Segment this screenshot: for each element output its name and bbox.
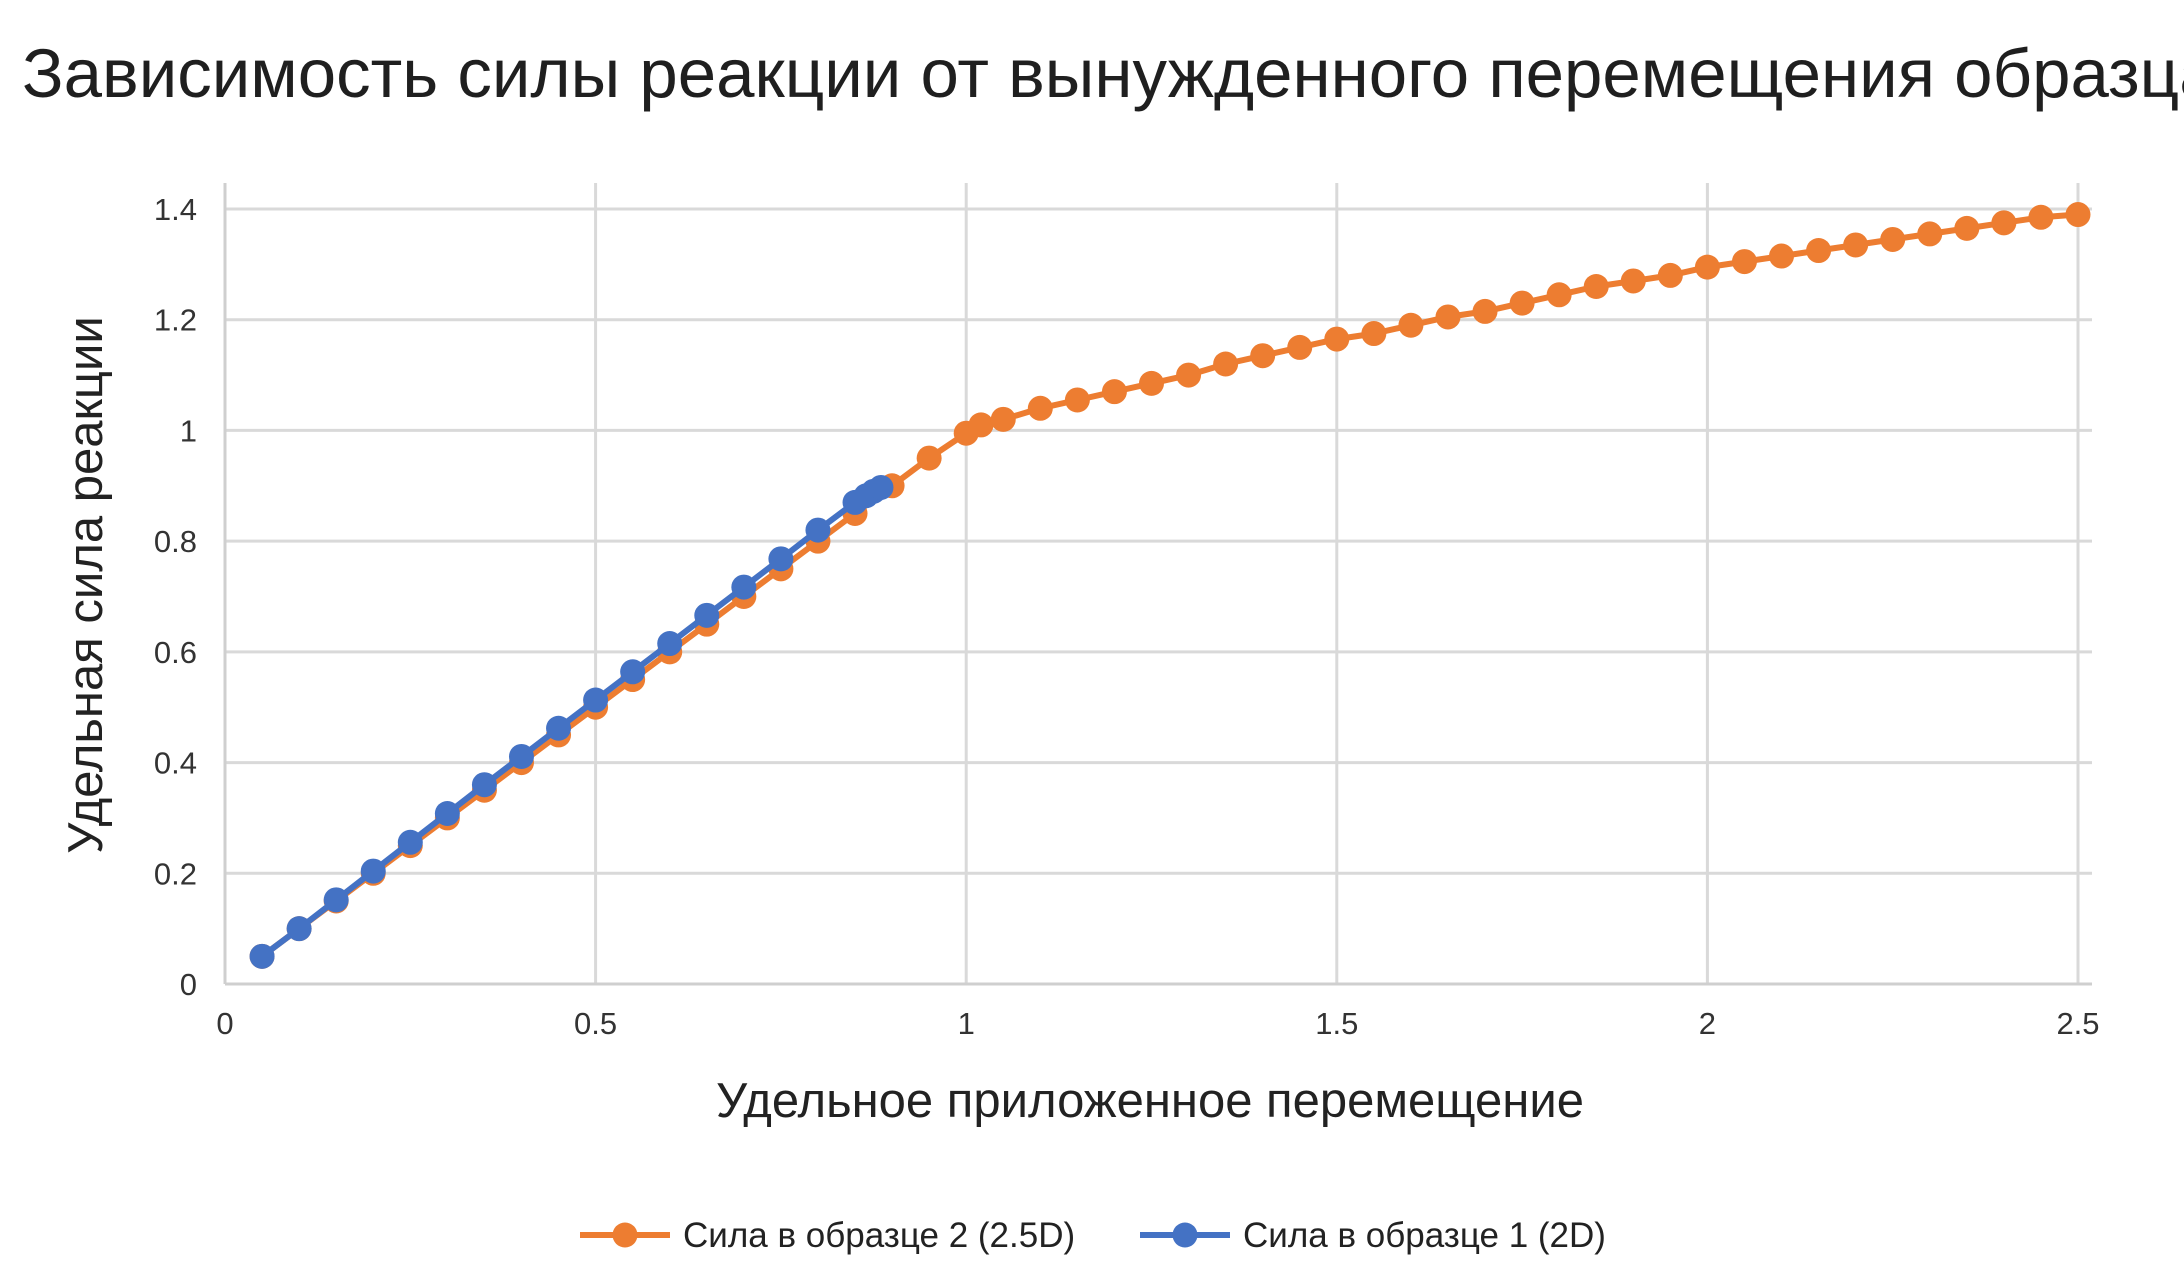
data-point bbox=[1398, 312, 1424, 338]
y-tick-label: 0.4 bbox=[154, 746, 197, 781]
legend-item: Сила в образце 1 (2D) bbox=[1140, 1216, 1606, 1255]
series-1 bbox=[249, 202, 2091, 969]
x-axis-title: Удельное приложенное перемещение bbox=[716, 1074, 1584, 1128]
data-point bbox=[990, 406, 1016, 432]
data-point bbox=[1843, 232, 1869, 258]
data-point bbox=[1694, 254, 1720, 280]
data-point bbox=[1176, 362, 1202, 388]
data-point bbox=[1546, 282, 1572, 308]
legend-label: Сила в образце 2 (2.5D) bbox=[683, 1216, 1075, 1255]
data-point bbox=[1027, 395, 1053, 421]
data-point bbox=[868, 474, 894, 500]
data-point bbox=[768, 546, 794, 572]
data-point bbox=[694, 602, 720, 628]
data-point bbox=[1139, 370, 1164, 396]
data-point bbox=[731, 574, 757, 600]
data-point bbox=[397, 829, 423, 855]
x-tick-label: 2.5 bbox=[2056, 1006, 2099, 1041]
legend-label: Сила в образце 1 (2D) bbox=[1243, 1216, 1606, 1255]
data-point bbox=[1657, 262, 1683, 288]
data-point bbox=[805, 517, 831, 543]
data-point bbox=[583, 687, 609, 713]
data-point bbox=[323, 887, 349, 913]
data-point bbox=[1731, 249, 1757, 275]
chart-title: Зависимость силы реакции от вынужденного… bbox=[22, 35, 2184, 112]
data-point bbox=[434, 801, 460, 826]
tick-labels: 0 0.2 0.4 0.6 0.8 1 1.2 1.4 0 0.5 1 1.5 2 2.5 bbox=[154, 192, 2100, 1041]
data-point bbox=[249, 943, 275, 969]
y-tick-label: 0.8 bbox=[154, 524, 197, 559]
data-point bbox=[1620, 268, 1646, 294]
data-point bbox=[508, 743, 534, 769]
data-point bbox=[1361, 321, 1387, 347]
grid bbox=[225, 183, 2092, 984]
y-axis-title: Удельная сила реакции bbox=[59, 316, 113, 853]
legend-swatch-marker bbox=[612, 1222, 638, 1248]
data-point bbox=[1324, 326, 1350, 352]
x-tick-label: 0.5 bbox=[574, 1006, 617, 1041]
y-tick-label: 1.4 bbox=[154, 192, 197, 227]
data-point bbox=[2065, 202, 2091, 228]
data-point bbox=[1101, 379, 1127, 405]
data-point bbox=[360, 858, 386, 884]
x-tick-label: 0 bbox=[216, 1006, 233, 1041]
x-tick-label: 1 bbox=[958, 1006, 975, 1041]
series-layer bbox=[249, 202, 2091, 969]
data-point bbox=[2028, 204, 2054, 230]
data-point bbox=[1435, 304, 1461, 330]
data-point bbox=[1213, 351, 1239, 377]
y-tick-label: 0.2 bbox=[154, 856, 197, 891]
data-point bbox=[1287, 334, 1313, 360]
data-point bbox=[1472, 298, 1498, 324]
legend: Сила в образце 2 (2.5D) Сила в образце 1 … bbox=[580, 1216, 1606, 1255]
y-tick-label: 0 bbox=[180, 967, 197, 1002]
y-tick-label: 1.2 bbox=[154, 303, 197, 338]
data-point bbox=[1954, 215, 1980, 241]
data-point bbox=[1769, 243, 1795, 269]
x-tick-label: 2 bbox=[1699, 1006, 1716, 1041]
data-point bbox=[620, 659, 646, 685]
axes bbox=[223, 183, 2092, 986]
data-point bbox=[657, 631, 683, 657]
data-point bbox=[916, 445, 942, 471]
data-point bbox=[1509, 290, 1535, 316]
data-point bbox=[968, 412, 994, 438]
y-tick-label: 0.6 bbox=[154, 635, 197, 670]
data-point bbox=[286, 916, 312, 942]
series-2 bbox=[249, 474, 894, 969]
data-point bbox=[1880, 226, 1906, 252]
x-tick-label: 1.5 bbox=[1315, 1006, 1358, 1041]
data-point bbox=[1991, 210, 2017, 236]
data-point bbox=[1917, 221, 1943, 247]
data-point bbox=[1064, 387, 1090, 413]
legend-swatch-marker bbox=[1172, 1222, 1198, 1248]
y-tick-label: 1 bbox=[180, 413, 197, 448]
data-point bbox=[546, 715, 572, 741]
data-point bbox=[471, 772, 497, 798]
legend-item: Сила в образце 2 (2.5D) bbox=[580, 1216, 1075, 1255]
series-line bbox=[260, 211, 2079, 959]
data-point bbox=[1583, 274, 1609, 299]
data-point bbox=[1806, 238, 1832, 264]
data-point bbox=[1250, 343, 1276, 369]
